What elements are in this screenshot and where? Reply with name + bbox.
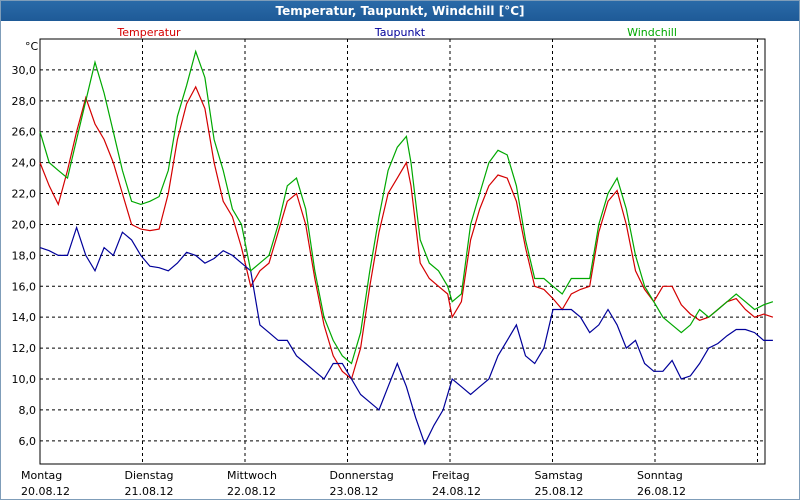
y-axis-unit-label: °C (25, 40, 39, 53)
y-tick-label: 20,0 (12, 218, 37, 231)
legend-entry-taupunkt: Taupunkt (374, 26, 426, 39)
legend: Temperatur Taupunkt Windchill (116, 26, 677, 39)
y-tick-label: 12,0 (12, 342, 37, 355)
x-tick-day-label: Donnerstag (330, 469, 394, 482)
x-tick-date-label: 25.08.12 (535, 485, 584, 498)
x-axis-ticks: Montag 20.08.12 Dienstag 21.08.12 Mittwoch 22… (21, 469, 686, 498)
y-tick-label: 24,0 (12, 157, 37, 170)
y-tick-label: 14,0 (12, 311, 37, 324)
x-tick-date-label: 26.08.12 (637, 485, 686, 498)
series-line-taupunkt (39, 225, 773, 446)
y-tick-label: 30,0 (12, 64, 37, 77)
window-title: Temperatur, Taupunkt, Windchill [°C] (1, 1, 799, 21)
legend-entry-windchill: Windchill (627, 26, 677, 39)
x-tick-day-label: Samstag (535, 469, 583, 482)
y-tick-label: 18,0 (12, 249, 37, 262)
x-tick-date-label: 20.08.12 (21, 485, 70, 498)
x-tick-date-label: 24.08.12 (432, 485, 481, 498)
y-tick-label: 6,0 (19, 435, 37, 448)
series-lines (39, 49, 774, 446)
x-tick-day-label: Freitag (432, 469, 470, 482)
x-tick-day-label: Mittwoch (227, 469, 277, 482)
y-tick-label: 16,0 (12, 280, 37, 293)
y-axis-ticks: 6,0 8,0 10,0 12,0 14,0 16,0 18,0 20,0 22,0 24,0 26… (12, 64, 37, 448)
x-tick-date-label: 21.08.12 (125, 485, 174, 498)
y-tick-label: 28,0 (12, 95, 37, 108)
y-tick-label: 10,0 (12, 373, 37, 386)
series-line-windchill (39, 49, 774, 365)
y-tick-label: 22,0 (12, 188, 37, 201)
y-tick-label: 26,0 (12, 126, 37, 139)
grid-lines (40, 39, 765, 464)
series-line-temperatur (39, 85, 774, 381)
y-tick-label: 8,0 (19, 404, 37, 417)
x-tick-day-label: Dienstag (125, 469, 174, 482)
x-tick-day-label: Sonntag (637, 469, 683, 482)
x-tick-day-label: Montag (21, 469, 62, 482)
plot-area (39, 38, 766, 465)
legend-entry-temperatur: Temperatur (116, 26, 181, 39)
x-tick-date-label: 22.08.12 (227, 485, 276, 498)
x-tick-date-label: 23.08.12 (330, 485, 379, 498)
